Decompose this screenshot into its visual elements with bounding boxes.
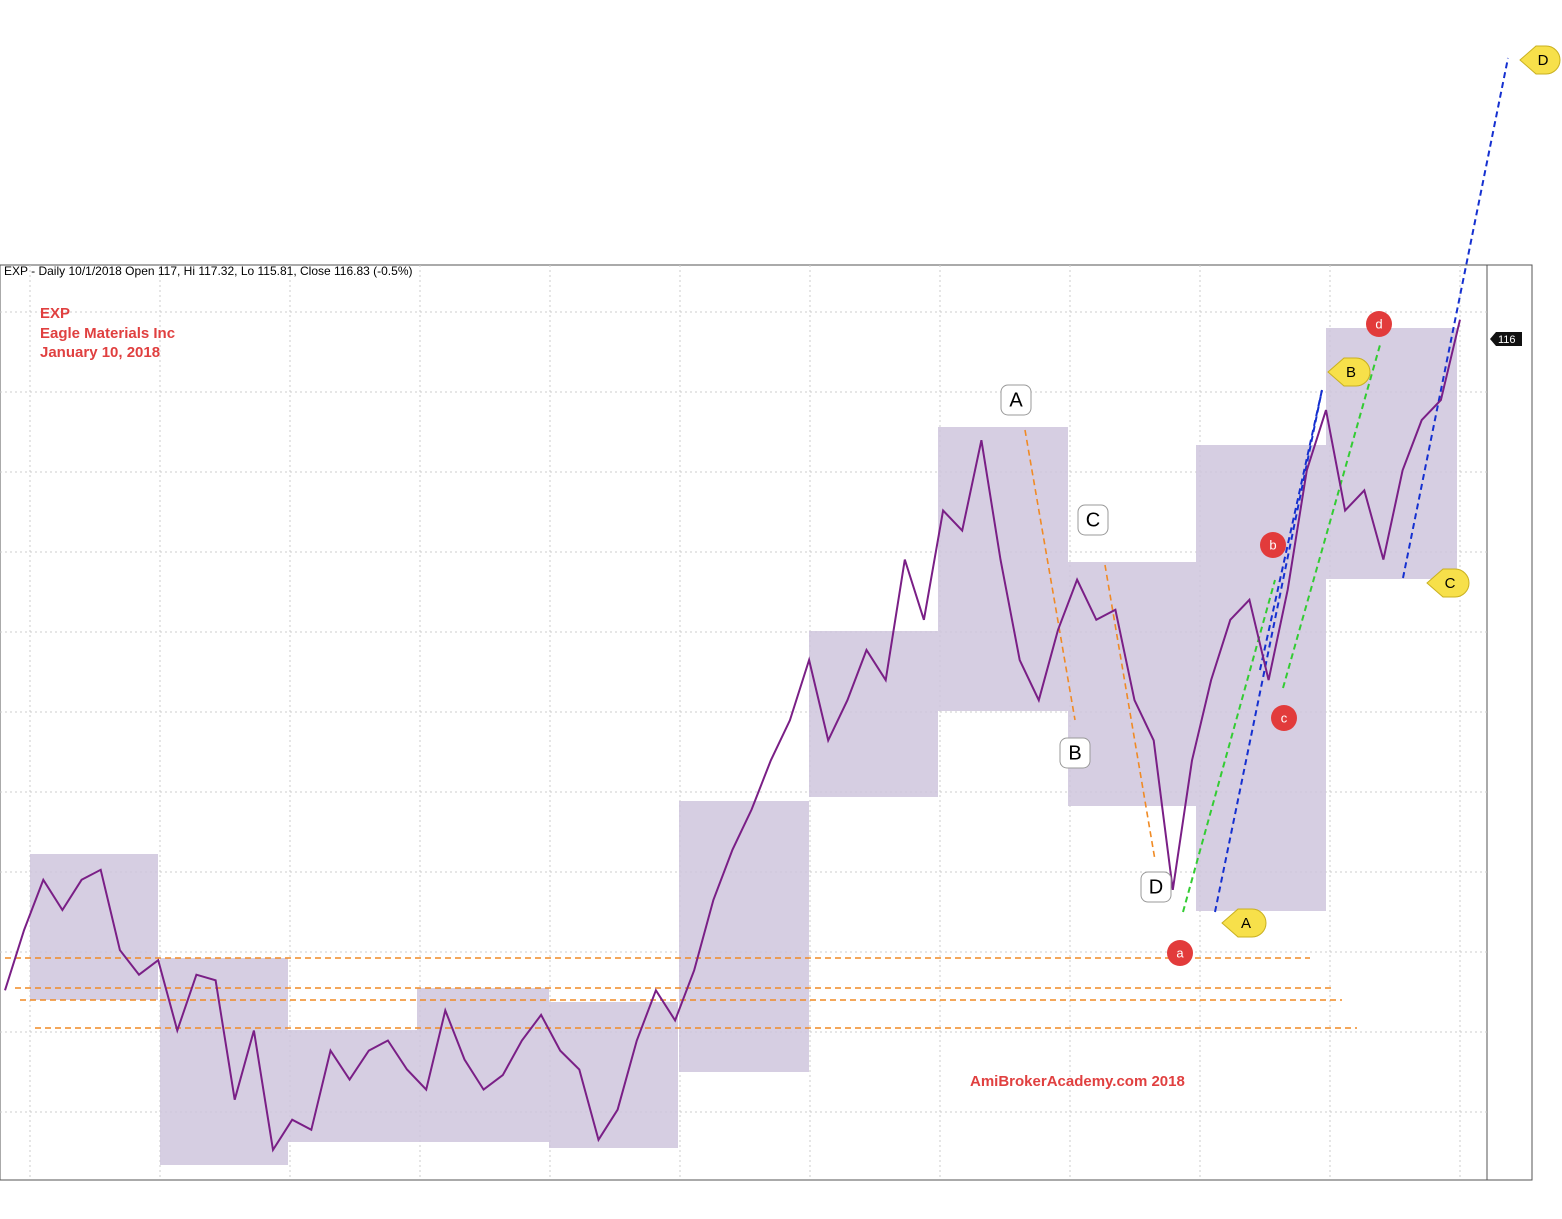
point-label: a (1167, 940, 1193, 966)
wave-label: C (1077, 504, 1109, 536)
label-text: d (1375, 316, 1382, 331)
label-text: 116 (1498, 334, 1516, 346)
pattern-tag: A (1221, 908, 1267, 938)
label-text: D (1149, 876, 1163, 898)
wave-label: D (1140, 871, 1172, 903)
label-text: B (1068, 742, 1081, 764)
label-text: C (1445, 575, 1456, 592)
label-text: b (1269, 537, 1276, 552)
watermark: AmiBrokerAcademy.com 2018 (970, 1073, 1185, 1090)
label-text: A (1009, 389, 1023, 411)
label-text: B (1346, 364, 1356, 381)
price-line (4, 319, 1461, 1153)
trend-lines (5, 57, 1509, 1029)
point-label: c (1271, 705, 1297, 731)
point-label: b (1260, 532, 1286, 558)
label-text: D (1538, 52, 1549, 69)
label-text: a (1176, 945, 1184, 960)
last-price-tag: 116 (1490, 332, 1522, 346)
wave-label: B (1059, 737, 1091, 769)
pattern-tag: C (1426, 568, 1470, 598)
pattern-tag: B (1327, 357, 1371, 387)
wave-label: A (1000, 384, 1032, 416)
label-text: c (1281, 710, 1288, 725)
label-text: A (1241, 915, 1251, 932)
label-text: C (1086, 509, 1100, 531)
pattern-tag: D (1519, 45, 1561, 75)
company: Eagle Materials Inc (40, 325, 175, 342)
series (4, 319, 1461, 1153)
ticker: EXP (40, 305, 70, 322)
range-boxes (30, 328, 1457, 1165)
point-label: d (1366, 311, 1392, 337)
date: January 10, 2018 (40, 344, 160, 361)
chart-header: EXP - Daily 10/1/2018 Open 117, Hi 117.3… (4, 264, 412, 278)
